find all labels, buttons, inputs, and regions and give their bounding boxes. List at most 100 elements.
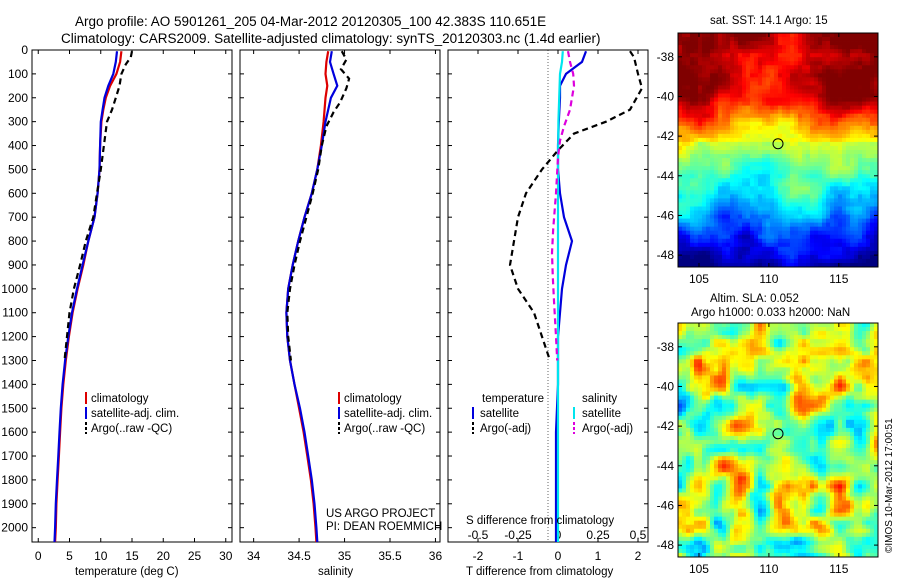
map-cell: [794, 81, 799, 86]
map-cell: [798, 423, 803, 429]
map-cell: [758, 464, 763, 469]
map-cell: [738, 145, 743, 151]
map-cell: [722, 335, 727, 340]
map-cell: [830, 69, 835, 74]
map-cell: [862, 166, 867, 171]
map-cell: [774, 37, 779, 42]
map-cell: [734, 150, 739, 155]
map-cell: [778, 452, 783, 457]
map-cell: [706, 411, 711, 417]
map-cell: [806, 335, 811, 340]
x-tick-label: -2: [473, 549, 484, 563]
map-cell: [762, 351, 767, 356]
map-cell: [862, 464, 867, 469]
map-cell: [830, 419, 835, 425]
credit-line-1: US ARGO PROJECT: [326, 508, 435, 520]
map-cell: [822, 89, 827, 94]
map-cell: [798, 178, 803, 183]
map-cell: [866, 125, 871, 131]
map-cell: [726, 415, 731, 421]
map-cell: [798, 367, 803, 372]
map-cell: [766, 399, 771, 405]
map-cell: [782, 262, 787, 268]
map-cell: [686, 343, 691, 348]
map-cell: [758, 355, 763, 360]
map-cell: [782, 371, 787, 376]
map-cell: [866, 57, 871, 62]
map-cell: [746, 61, 751, 66]
map-cell: [722, 423, 727, 429]
map-cell: [802, 93, 807, 98]
map-cell: [746, 230, 751, 236]
map-cell: [794, 186, 799, 191]
map-cell: [794, 77, 799, 82]
map-cell: [730, 93, 735, 98]
map-cell: [850, 53, 855, 58]
map-cell: [690, 97, 695, 102]
map-cell: [778, 222, 783, 228]
map-cell: [714, 230, 719, 236]
map-cell: [758, 117, 763, 123]
map-cell: [846, 85, 851, 90]
map-cell: [858, 101, 863, 107]
map-cell: [774, 141, 779, 147]
map-cell: [738, 121, 743, 127]
map-cell: [694, 339, 699, 344]
map-cell: [762, 121, 767, 127]
map-cell: [850, 202, 855, 207]
map-cell: [854, 419, 859, 425]
map-cell: [814, 246, 819, 252]
map-cell: [710, 419, 715, 425]
map-cell: [706, 49, 711, 54]
map-cell: [862, 440, 867, 445]
map-cell: [770, 254, 775, 260]
map-cell: [686, 117, 691, 123]
map-cell: [846, 355, 851, 360]
map-cell: [786, 129, 791, 135]
map-cell: [778, 456, 783, 461]
map-cell: [774, 355, 779, 360]
map-cell: [726, 254, 731, 260]
map-cell: [830, 97, 835, 102]
map-cell: [814, 166, 819, 171]
map-cell: [794, 351, 799, 356]
map-cell: [826, 125, 831, 131]
map-cell: [718, 226, 723, 232]
map-cell: [826, 375, 831, 380]
map-cell: [750, 101, 755, 107]
map-cell: [814, 182, 819, 187]
map-cell: [786, 238, 791, 244]
map-cell: [846, 407, 851, 413]
map-cell: [850, 411, 855, 417]
map-cell: [818, 174, 823, 179]
map-cell: [706, 431, 711, 437]
map-cell: [706, 93, 711, 98]
map-cell: [702, 97, 707, 102]
map-cell: [694, 335, 699, 340]
map-cell: [718, 45, 723, 50]
map-cell: [690, 258, 695, 264]
map-cell: [778, 411, 783, 417]
map-cell: [854, 93, 859, 98]
map-cell: [706, 198, 711, 203]
map-cell: [710, 431, 715, 437]
map-cell: [790, 141, 795, 147]
map-cell: [838, 375, 843, 380]
map-cell: [810, 343, 815, 348]
map-cell: [738, 395, 743, 401]
map-cell: [798, 77, 803, 82]
map-cell: [830, 371, 835, 376]
map-cell: [718, 339, 723, 344]
map-cell: [754, 214, 759, 219]
map-cell: [742, 162, 747, 167]
map-cell: [690, 182, 695, 187]
map-cell: [746, 202, 751, 207]
map-cell: [818, 452, 823, 457]
map-cell: [702, 435, 707, 441]
map-cell: [694, 69, 699, 74]
map-cell: [794, 113, 799, 119]
map-cell: [734, 246, 739, 252]
map-cell: [862, 121, 867, 127]
map-cell: [746, 262, 751, 268]
map-cell: [762, 435, 767, 441]
